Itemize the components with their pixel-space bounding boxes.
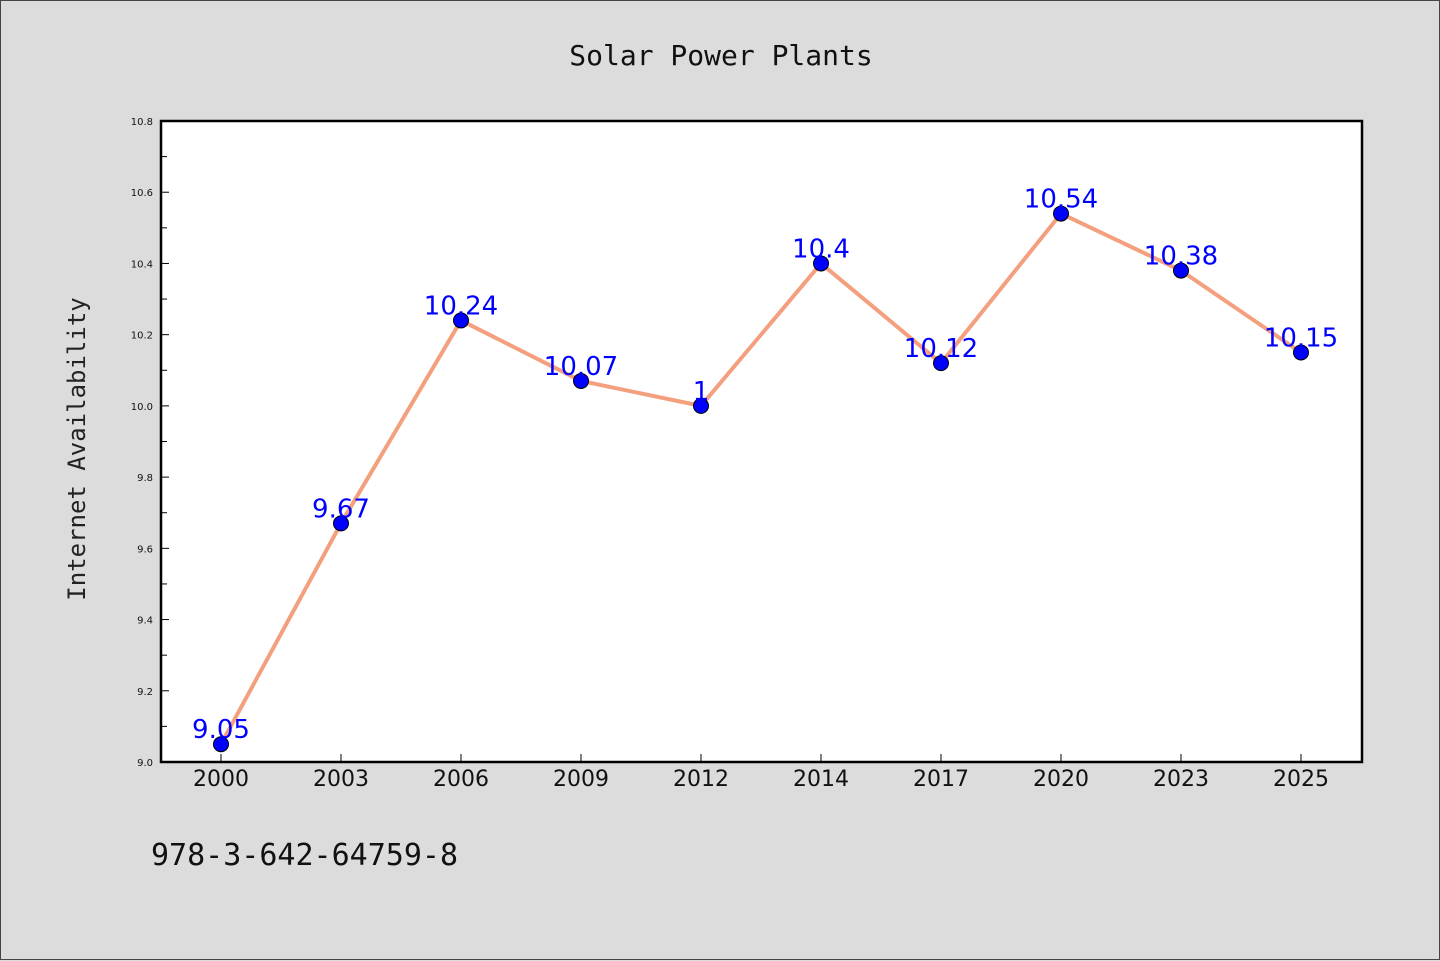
- x-tick-label: 2006: [433, 767, 489, 792]
- data-label: 9.05: [192, 715, 250, 745]
- y-tick-label: 10.0: [131, 402, 153, 413]
- data-point: [1053, 205, 1069, 222]
- data-point: [453, 312, 469, 329]
- y-tick-label: 10.2: [131, 331, 153, 342]
- data-point: [933, 355, 949, 372]
- data-label: 10.38: [1144, 242, 1218, 272]
- x-tick-label: 2009: [553, 767, 609, 792]
- data-label: 1: [693, 377, 710, 407]
- y-tick-label: 9.4: [137, 616, 153, 627]
- footer-identifier: 978-3-642-64759-8: [151, 838, 458, 873]
- y-tick-label: 9.0: [137, 758, 153, 769]
- y-tick-label: 9.2: [137, 687, 153, 698]
- chart-title: Solar Power Plants: [569, 39, 872, 72]
- data-label: 9.67: [312, 494, 370, 524]
- x-tick-label: 2017: [913, 767, 969, 792]
- x-axis-ticks: 2000 2003 2006 2009 2012 2014 2017 2020 2023 2025: [193, 754, 1329, 792]
- data-point: [333, 515, 349, 532]
- data-point: [1173, 262, 1189, 279]
- data-label: 10.54: [1024, 185, 1098, 215]
- data-point: [813, 255, 829, 272]
- y-tick-label: 10.6: [131, 188, 153, 199]
- data-point: [1293, 344, 1309, 361]
- data-label: 10.24: [424, 291, 498, 321]
- data-label: 10.07: [544, 352, 618, 382]
- y-tick-label: 9.8: [137, 473, 153, 484]
- data-label: 10.12: [904, 334, 978, 364]
- data-labels: 9.05 9.67 10.24 10.07 1 10.4 10.12 10.54 10.38 10…: [192, 185, 1338, 746]
- x-tick-label: 2000: [193, 767, 249, 792]
- data-point: [573, 372, 589, 389]
- x-tick-label: 2014: [793, 767, 849, 792]
- data-label: 10.4: [792, 234, 850, 264]
- data-label: 10.15: [1264, 323, 1338, 353]
- y-axis-label: Internet Availability: [63, 297, 91, 600]
- y-tick-label: 10.8: [131, 117, 153, 128]
- x-tick-label: 2012: [673, 767, 729, 792]
- y-axis-ticks: 9.0 9.2 9.4 9.6 9.8 10.0 10.2 10.4 10.6 10.8: [131, 117, 169, 769]
- data-point: [693, 397, 709, 414]
- x-tick-label: 2023: [1153, 767, 1209, 792]
- series-line: [219, 211, 1303, 746]
- x-tick-label: 2025: [1273, 767, 1329, 792]
- plot-area: [159, 119, 1364, 764]
- y-tick-label: 9.6: [137, 544, 153, 555]
- series-markers: [213, 205, 1309, 753]
- x-tick-label: 2020: [1033, 767, 1089, 792]
- y-tick-label: 10.4: [131, 259, 153, 270]
- x-tick-label: 2003: [313, 767, 369, 792]
- data-point: [213, 736, 229, 753]
